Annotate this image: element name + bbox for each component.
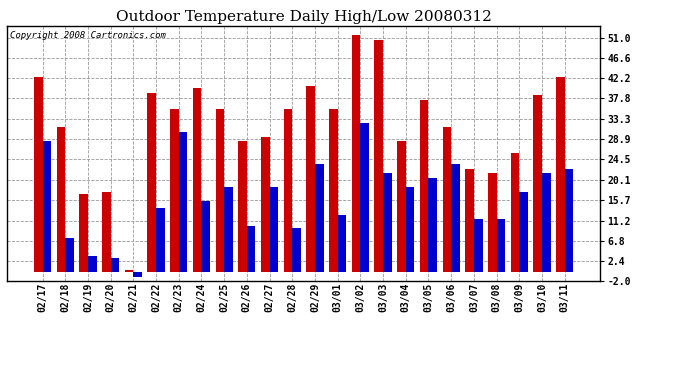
Bar (284, 109, 293, 272)
Bar (201, 201, 210, 272)
Bar (179, 132, 188, 272)
Bar (533, 95, 542, 272)
Bar (465, 169, 474, 272)
Bar (375, 40, 383, 272)
Bar (511, 153, 520, 272)
Bar (406, 187, 415, 272)
Bar (520, 192, 528, 272)
Bar (88, 256, 97, 272)
Bar (261, 136, 270, 272)
Bar (428, 178, 437, 272)
Bar (270, 187, 278, 272)
Bar (79, 194, 88, 272)
Bar (110, 258, 119, 272)
Bar (215, 109, 224, 272)
Bar (337, 214, 346, 272)
Bar (57, 128, 65, 272)
Bar (352, 36, 360, 272)
Bar (156, 208, 165, 272)
Bar (442, 128, 451, 272)
Bar (238, 141, 247, 272)
Bar (43, 141, 51, 272)
Text: Copyright 2008 Cartronics.com: Copyright 2008 Cartronics.com (10, 32, 166, 40)
Bar (329, 109, 337, 272)
Bar (170, 109, 179, 272)
Bar (397, 141, 406, 272)
Bar (34, 77, 43, 272)
Bar (383, 173, 392, 272)
Bar (420, 100, 428, 272)
Bar (247, 226, 255, 272)
Bar (224, 187, 233, 272)
Bar (65, 238, 74, 272)
Bar (542, 173, 551, 272)
Bar (193, 88, 201, 272)
Title: Outdoor Temperature Daily High/Low 20080312: Outdoor Temperature Daily High/Low 20080… (116, 10, 491, 24)
Bar (315, 164, 324, 272)
Bar (497, 219, 505, 272)
Bar (306, 86, 315, 272)
Bar (488, 173, 497, 272)
Bar (125, 270, 133, 272)
Bar (474, 219, 482, 272)
Bar (556, 77, 564, 272)
Bar (360, 123, 369, 272)
Bar (451, 164, 460, 272)
Bar (293, 228, 301, 272)
Bar (564, 169, 573, 272)
Bar (133, 272, 142, 277)
Bar (148, 93, 156, 272)
Bar (102, 192, 110, 272)
